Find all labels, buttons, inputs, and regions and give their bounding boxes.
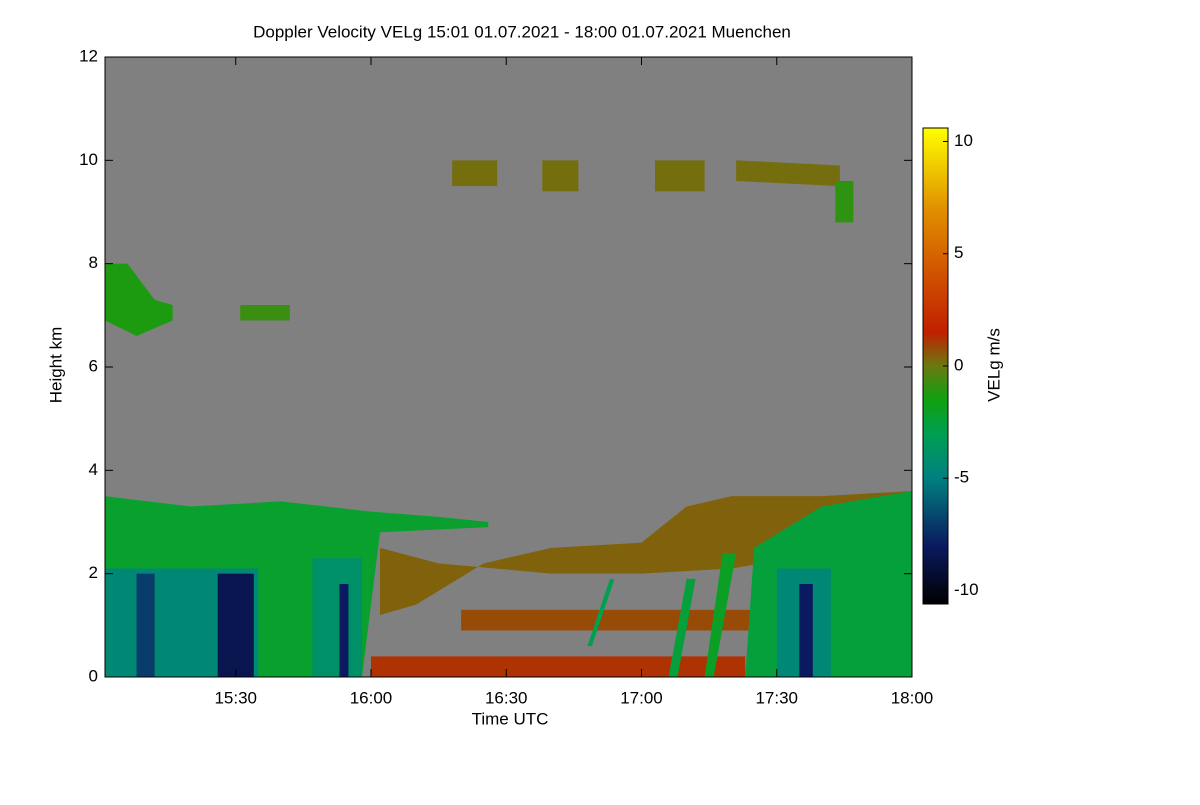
y-axis-label: Height km	[46, 327, 65, 404]
regions	[105, 160, 912, 677]
velocity-region	[452, 160, 498, 187]
x-tick-label: 17:00	[620, 688, 663, 707]
colorbar-tick-label: -5	[954, 468, 969, 487]
velocity-region	[736, 160, 840, 187]
velocity-region	[240, 305, 290, 321]
colorbar-label: VELg m/s	[984, 328, 1003, 402]
velocity-region	[217, 573, 254, 677]
colorbar-tick-label: 0	[954, 355, 963, 374]
x-tick-label: 15:30	[214, 688, 257, 707]
chart-title: Doppler Velocity VELg 15:01 01.07.2021 -…	[253, 22, 791, 41]
x-tick-label: 16:00	[350, 688, 393, 707]
velocity-region	[704, 553, 737, 677]
x-tick-label: 18:00	[891, 688, 934, 707]
velocity-region	[461, 609, 777, 631]
y-tick-label: 6	[89, 356, 98, 375]
colorbar-tick-label: 5	[954, 243, 963, 262]
velocity-region	[312, 558, 362, 677]
y-tick-label: 4	[89, 460, 98, 479]
y-tick-label: 0	[89, 666, 98, 685]
y-tick-label: 10	[79, 150, 98, 169]
velocity-region	[542, 160, 579, 192]
x-tick-label: 17:30	[755, 688, 798, 707]
x-tick-label: 16:30	[485, 688, 528, 707]
y-tick-label: 12	[79, 46, 98, 65]
y-tick-label: 2	[89, 563, 98, 582]
velocity-region	[339, 584, 349, 677]
velocity-region	[105, 263, 173, 336]
velocity-region	[136, 573, 155, 677]
velocity-region	[668, 578, 696, 677]
velocity-region	[799, 584, 813, 677]
velocity-region	[587, 578, 615, 646]
velocity-region	[835, 181, 854, 223]
velocity-region	[655, 160, 705, 192]
velocity-region	[370, 656, 746, 677]
x-axis-label: Time UTC	[472, 709, 549, 728]
y-tick-label: 8	[89, 253, 98, 272]
colorbar-tick-label: -10	[954, 580, 979, 599]
velocity-region	[380, 491, 912, 615]
colorbar-tick-label: 10	[954, 131, 973, 150]
